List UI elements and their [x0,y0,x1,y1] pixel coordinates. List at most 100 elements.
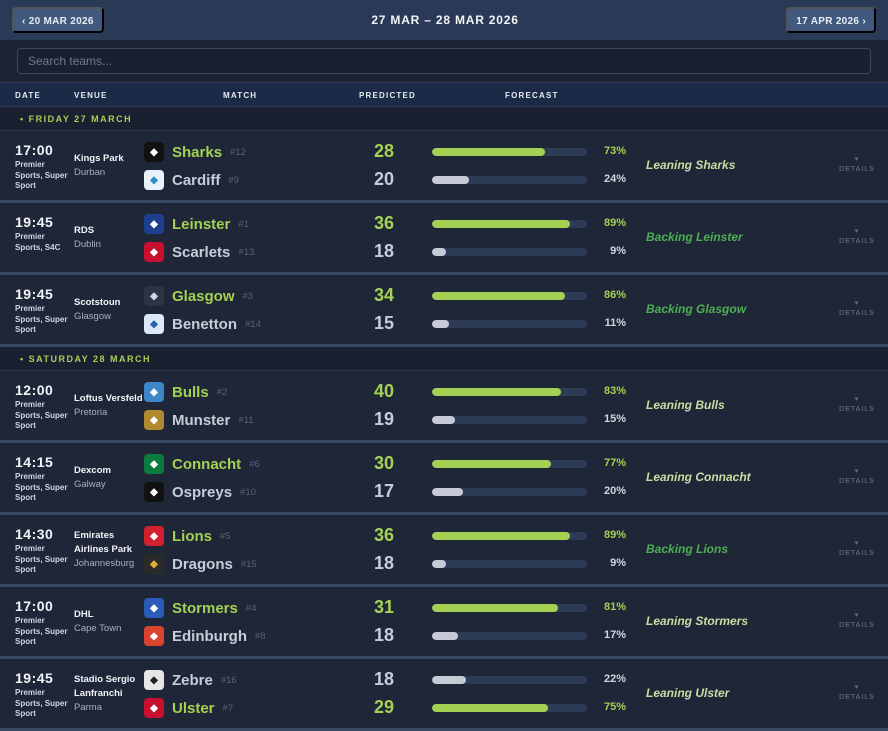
predicted-score: 19 [373,409,395,429]
team-name: Cardiff [172,171,221,189]
team-name: Bulls [172,383,209,401]
venue-city: Galway [74,478,106,490]
broadcaster: Premier Sports, Super Sport [15,472,68,502]
win-probability-fill [432,176,470,184]
match-row[interactable]: 17:00 Premier Sports, Super Sport Kings … [0,131,888,203]
match-row[interactable]: 17:00 Premier Sports, Super Sport DHL Cap… [0,587,888,659]
chevron-down-icon: ▾ [854,156,860,163]
win-probability: 9% [610,245,626,257]
forecast-verdict: Backing Lions [646,542,729,556]
win-probability-bar [432,632,587,640]
team-rank: #2 [216,386,228,398]
chevron-down-icon: ▾ [854,228,860,235]
kickoff-time: 17:00 [15,598,54,614]
match-row[interactable]: 19:45 Premier Sports, Super Sport Stadio… [0,659,888,731]
win-probability-bar [432,148,587,156]
day-header: • FRIDAY 27 MARCH [0,107,888,131]
broadcaster: Premier Sports, Super Sport [15,544,68,574]
venue-name: RDS [74,224,95,236]
venue-city: Cape Town [74,622,122,634]
forecast-verdict: Backing Leinster [646,230,743,244]
win-probability: 11% [604,317,626,329]
team-rank: #14 [245,318,261,330]
match-row[interactable]: 12:00 Premier Sports, Super Sport Loftus… [0,371,888,443]
kickoff-time: 17:00 [15,142,54,158]
win-probability-bar [432,676,587,684]
details-toggle[interactable]: ▾ DETAILS [835,467,879,487]
details-toggle[interactable]: ▾ DETAILS [835,227,879,247]
win-probability: 77% [603,457,626,469]
win-probability-bar [432,532,587,540]
kickoff-time: 14:30 [15,526,54,542]
chevron-down-icon: ▾ [854,684,860,691]
team-logo-icon: ◆ [144,170,164,190]
win-probability-bar [432,560,587,568]
column-date: DATE [15,91,41,100]
win-probability-fill [432,532,570,540]
win-probability-bar [432,604,587,612]
team-rank: #6 [249,458,260,470]
win-probability-bar [432,388,587,396]
forecast-verdict: Backing Glasgow [646,302,747,316]
win-probability-fill [432,704,549,712]
win-probability-fill [432,676,467,684]
broadcaster: Premier Sports, Super Sport [15,400,68,430]
column-venue: VENUE [74,91,108,100]
win-probability-fill [432,632,459,640]
win-probability: 9% [610,557,626,569]
win-probability: 75% [603,701,626,713]
team-logo-icon: ◆ [144,242,164,262]
match-row[interactable]: 14:15 Premier Sports, Super Sport Dexcom… [0,443,888,515]
win-probability-fill [432,460,552,468]
predicted-score: 36 [373,525,395,545]
team-logo-icon: ◆ [144,554,164,574]
details-toggle[interactable]: ▾ DETAILS [835,395,879,415]
predicted-score: 20 [373,169,395,189]
win-probability: 81% [603,601,626,613]
details-label: DETAILS [839,166,875,173]
team-logo-icon: ◆ [144,314,164,334]
team-name: Zebre [172,671,213,689]
team: ◆ Munster #11 [144,408,254,432]
previous-week-button[interactable]: ‹ 20 MAR 2026 [12,7,104,33]
match-row[interactable]: 19:45 Premier Sports, Super Sport Scotst… [0,275,888,347]
details-label: DETAILS [839,310,875,317]
search-input[interactable] [17,48,871,74]
team-name: Benetton [172,315,237,333]
team-name: Leinster [172,215,231,233]
next-week-button[interactable]: 17 APR 2026 › [786,7,876,33]
win-probability: 17% [603,629,626,641]
venue: RDS Dublin [74,203,144,272]
win-probability-fill [432,416,456,424]
predicted-score: 40 [373,381,395,401]
team: ◆ Scarlets #13 [144,240,254,264]
chevron-down-icon: ▾ [854,540,860,547]
team-rank: #4 [245,602,257,614]
win-probability: 15% [603,413,626,425]
predicted-score: 15 [373,313,395,333]
details-toggle[interactable]: ▾ DETAILS [835,299,879,319]
venue: Loftus Versfeld Pretoria [74,371,144,440]
team-logo-icon: ◆ [144,382,164,402]
team-logo-icon: ◆ [144,410,164,430]
details-toggle[interactable]: ▾ DETAILS [835,155,879,175]
chevron-down-icon: ▾ [854,468,860,475]
team: ◆ Ospreys #10 [144,480,256,504]
team-rank: #5 [220,530,231,542]
predicted-score: 17 [373,481,395,501]
details-toggle[interactable]: ▾ DETAILS [835,539,879,559]
forecast-verdict: Leaning Sharks [646,158,736,172]
details-label: DETAILS [839,550,875,557]
details-label: DETAILS [839,622,875,629]
match-row[interactable]: 19:45 Premier Sports, S4C RDS Dublin ◆ Le… [0,203,888,275]
details-toggle[interactable]: ▾ DETAILS [835,611,879,631]
forecast-verdict: Leaning Connacht [646,470,751,484]
team-name: Munster [172,411,231,429]
match-row[interactable]: 14:30 Premier Sports, Super Sport Emirat… [0,515,888,587]
details-toggle[interactable]: ▾ DETAILS [835,683,879,703]
predicted-score: 18 [373,669,395,689]
venue: DHL Cape Town [74,587,144,656]
team-name: Ospreys [172,483,233,501]
forecast-verdict: Leaning Ulster [646,686,730,700]
team: ◆ Dragons #15 [144,552,257,576]
